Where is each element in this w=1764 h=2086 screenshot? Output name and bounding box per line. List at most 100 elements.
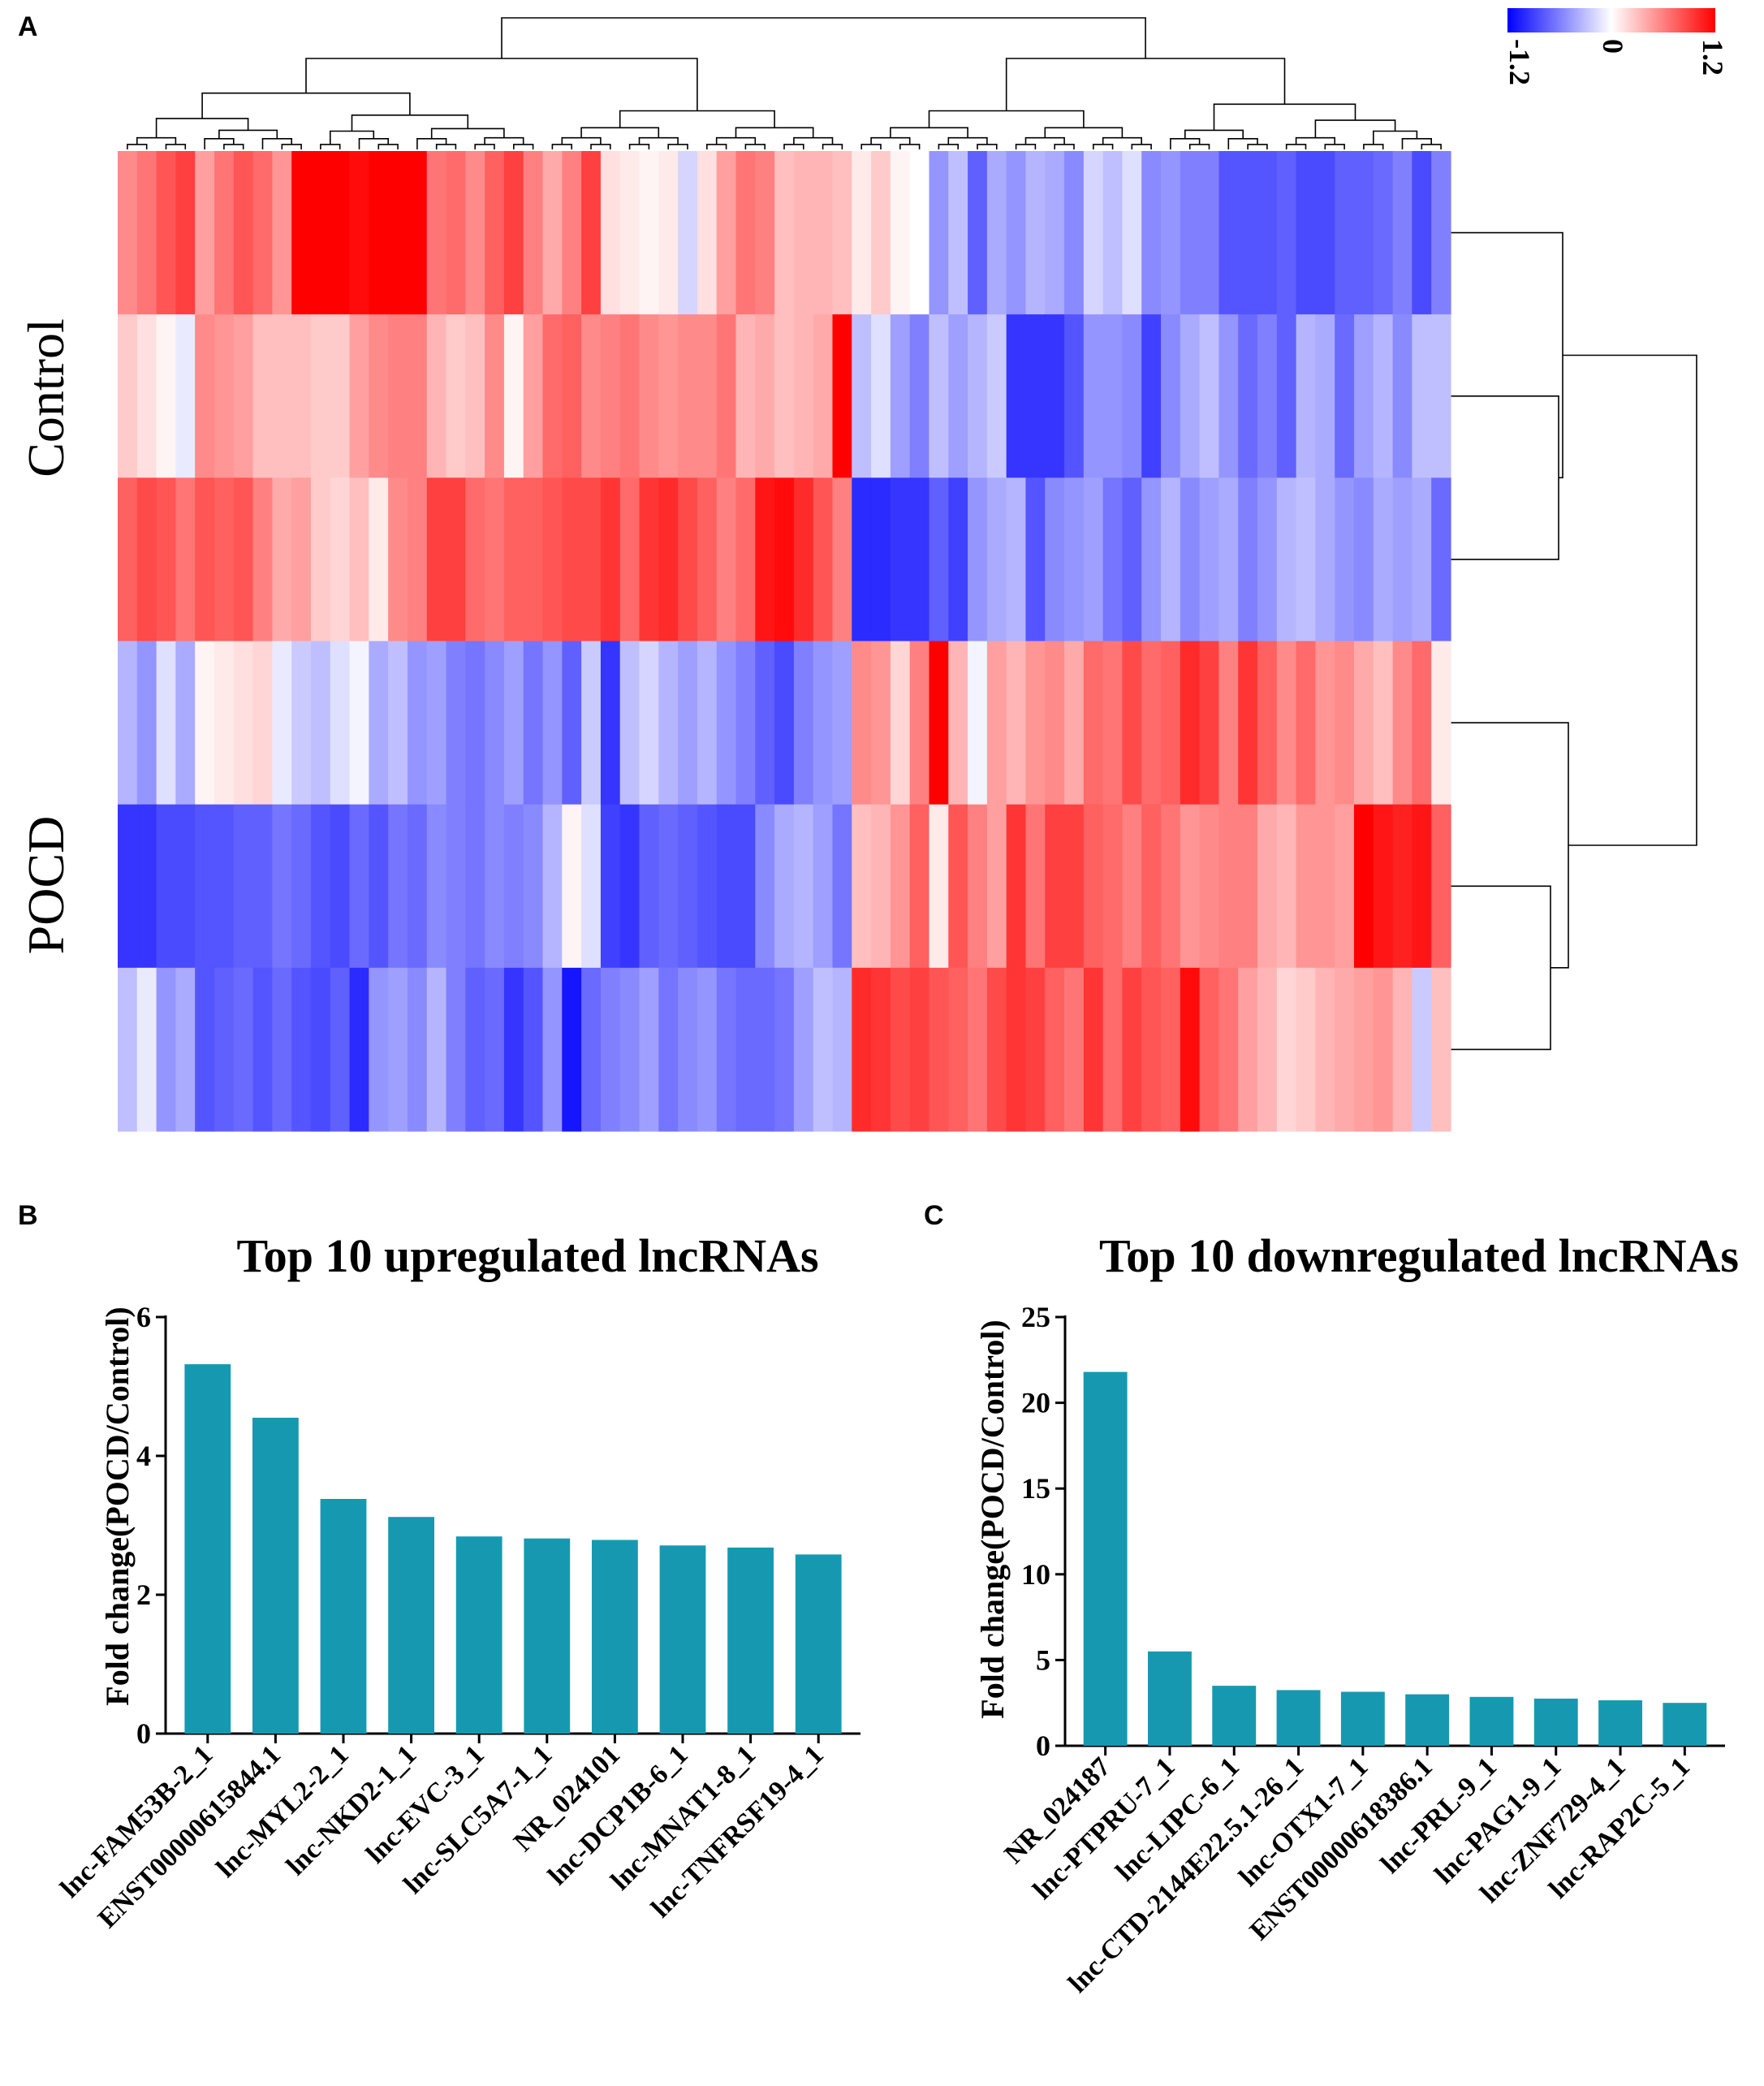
heatmap-cell (697, 641, 718, 805)
heatmap-cell (1083, 967, 1104, 1132)
heatmap-cell (929, 641, 949, 805)
heatmap-cell (1373, 477, 1394, 642)
chart-c-bar (1340, 1691, 1385, 1746)
heatmap-cell (1218, 314, 1239, 478)
dendrogram-branch (628, 144, 650, 149)
heatmap-cell (1335, 151, 1355, 315)
heatmap-cell (136, 151, 157, 315)
heatmap-cell (485, 151, 505, 315)
heatmap-cell (1296, 151, 1317, 315)
heatmap-cell (1122, 641, 1142, 805)
dendrogram-branch (706, 144, 727, 149)
heatmap-cell (871, 804, 891, 969)
heatmap-cell (581, 477, 602, 642)
heatmap-cell (310, 804, 331, 969)
dendrogram-branch (484, 136, 524, 145)
heatmap-cell (349, 967, 369, 1132)
heatmap-cell (697, 804, 718, 969)
heatmap-cell (1006, 967, 1027, 1132)
dendrogram-branch (870, 136, 911, 145)
heatmap-cell (1141, 477, 1162, 642)
heatmap-cell (233, 151, 254, 315)
heatmap-cell (793, 641, 814, 805)
dendrogram-branch (783, 144, 804, 149)
heatmap-cell (909, 641, 930, 805)
heatmap-cell (852, 151, 872, 315)
dendrogram-branch (1314, 119, 1396, 138)
heatmap-cell (233, 314, 254, 478)
heatmap-cell (1218, 967, 1239, 1132)
heatmap-cell (136, 641, 157, 805)
heatmap-cell (986, 151, 1007, 315)
dendrogram-branch (1247, 144, 1268, 149)
heatmap-cell (813, 477, 834, 642)
dendrogram-branch (793, 136, 834, 145)
heatmap-cell (1045, 314, 1065, 478)
heatmap-cell (678, 151, 698, 315)
chart-b-y-tick-label: 0 (136, 1717, 151, 1750)
chart-c-y-tick-label: 5 (1036, 1643, 1050, 1676)
heatmap-cell (562, 967, 582, 1132)
chart-b-bar (455, 1536, 502, 1734)
legend-mid-label: 0 (1597, 39, 1629, 54)
heatmap-cell (503, 477, 524, 642)
heatmap-cell (542, 314, 563, 478)
heatmap-cell (1102, 641, 1124, 805)
heatmap-cell (446, 641, 466, 805)
chart-c-bar (1663, 1703, 1707, 1746)
heatmap-cell (136, 314, 157, 478)
dendrogram-branch (1188, 144, 1210, 149)
dendrogram-branch (435, 144, 457, 149)
heatmap-cell (523, 151, 544, 315)
heatmap-cell (195, 804, 215, 969)
heatmap-cell (1392, 641, 1413, 805)
heatmap-cell (1180, 151, 1201, 315)
heatmap-cell (793, 804, 814, 969)
chart-c-bar (1083, 1371, 1128, 1746)
heatmap-cell (1354, 314, 1374, 478)
heatmap-cell (1431, 641, 1451, 805)
heatmap-cell (542, 641, 563, 805)
heatmap-cell (619, 804, 640, 969)
heatmap-cell (330, 151, 351, 315)
dendrogram-branch (928, 110, 1085, 128)
dendrogram-branch (638, 136, 679, 145)
heatmap-cell (446, 314, 466, 478)
heatmap-cell (793, 477, 814, 642)
heatmap-cell (1122, 804, 1142, 969)
chart-b-bar (524, 1538, 571, 1734)
heatmap-cell (446, 477, 466, 642)
heatmap-cell (1335, 804, 1355, 969)
dendrogram-branch (513, 144, 534, 149)
heatmap-cell (658, 151, 679, 315)
heatmap-cell (118, 804, 138, 969)
heatmap-cell (542, 151, 563, 315)
heatmap-cell (1025, 477, 1046, 642)
heatmap-cell (619, 967, 640, 1132)
heatmap-cell (156, 314, 176, 478)
dendrogram-branch (1024, 136, 1065, 145)
dendrogram-branch (1451, 885, 1551, 1051)
heatmap-cell (968, 641, 988, 805)
heatmap-cell (175, 151, 196, 315)
heatmap-cell (562, 804, 582, 969)
heatmap-cell (1083, 477, 1104, 642)
heatmap-cell (581, 641, 602, 805)
heatmap-cell (890, 967, 911, 1132)
heatmap-cell (388, 804, 408, 969)
heatmap-cell (581, 967, 602, 1132)
heatmap-cell (658, 967, 679, 1132)
column-dendrogram (127, 17, 1442, 149)
heatmap-cell (658, 804, 679, 969)
heatmap-cell (948, 477, 968, 642)
heatmap-cell (1257, 314, 1278, 478)
dendrogram-branch (1421, 144, 1442, 149)
heatmap-cell (735, 477, 756, 642)
heatmap-cell (1199, 314, 1220, 478)
heatmap-cell (330, 314, 351, 478)
heatmap-cell (1238, 967, 1258, 1132)
chart-b-bar (727, 1547, 774, 1734)
heatmap-cell (118, 967, 138, 1132)
heatmap-cell (1025, 314, 1046, 478)
heatmap-cell (213, 151, 235, 315)
